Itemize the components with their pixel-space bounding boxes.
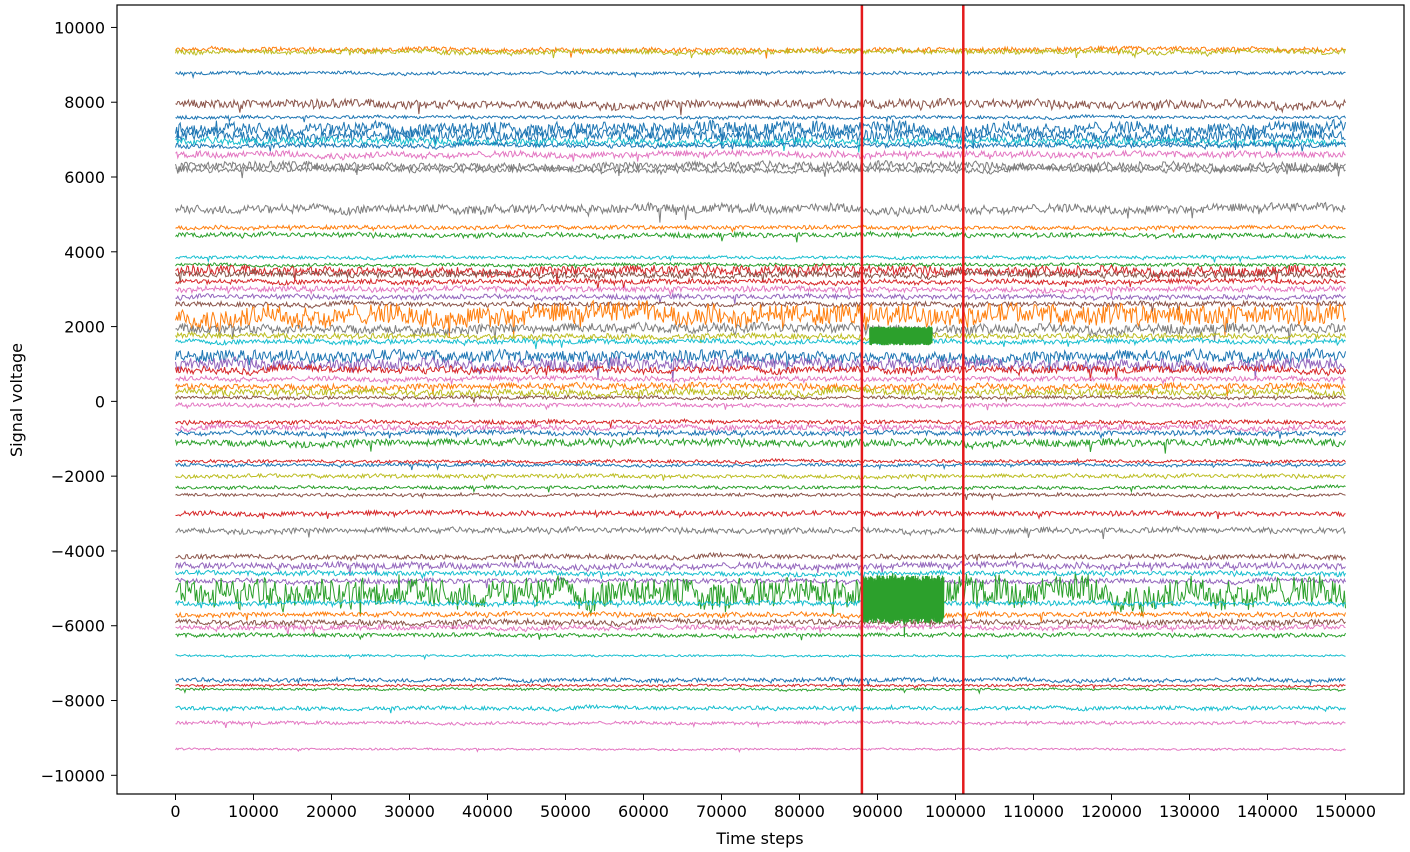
y-tick-label: 4000 [64, 243, 105, 262]
signal-series-2 [175, 47, 1346, 59]
signal-series-29 [175, 355, 1346, 383]
y-tick-label: −6000 [51, 617, 105, 636]
signal-series-26 [175, 330, 1346, 344]
signal-series-55 [175, 622, 1346, 636]
x-tick-label: 140000 [1237, 802, 1298, 821]
x-tick-label: 130000 [1159, 802, 1220, 821]
signal-series-11 [175, 159, 1346, 177]
y-axis-label: Signal voltage [7, 343, 26, 457]
signal-series-15 [175, 230, 1346, 243]
signal-series-52 [175, 598, 1346, 610]
y-tick-label: −4000 [51, 542, 105, 561]
x-tick-label: 90000 [852, 802, 903, 821]
signal-series-19 [175, 267, 1346, 284]
x-axis: 0 10000 20000 30000 40000 50000 60000 70000 8000… [170, 794, 1376, 821]
signal-series-56 [175, 631, 1346, 641]
signal-series-37 [175, 421, 1346, 437]
y-tick-label: 8000 [64, 93, 105, 112]
signal-series-53 [175, 609, 1346, 622]
x-tick-label: 120000 [1081, 802, 1142, 821]
x-tick-label: 60000 [618, 802, 669, 821]
signal-series-54 [175, 616, 1346, 630]
x-tick-label: 150000 [1315, 802, 1376, 821]
y-tick-label: −8000 [51, 692, 105, 711]
y-tick-label: 2000 [64, 318, 105, 337]
signal-series-17 [175, 261, 1346, 271]
x-tick-label: 100000 [925, 802, 986, 821]
marker-layer [860, 5, 965, 794]
x-axis-label: Time steps [715, 829, 803, 848]
signal-series-28 [175, 347, 1346, 372]
signal-series-12 [175, 163, 1346, 179]
signal-series-24 [175, 299, 1346, 339]
signal-series-3 [175, 69, 1346, 80]
x-tick-label: 50000 [540, 802, 591, 821]
y-tick-label: −2000 [51, 467, 105, 486]
signal-series-38 [175, 428, 1346, 440]
x-tick-label: 30000 [384, 802, 435, 821]
signal-burst-1 [861, 575, 945, 624]
signal-series-40 [175, 457, 1346, 468]
signal-series-30 [175, 363, 1346, 381]
signal-series-1 [175, 45, 1346, 59]
signal-series-33 [175, 385, 1346, 402]
signal-series-61 [175, 703, 1346, 714]
signal-series-27 [175, 336, 1346, 350]
plot-frame [116, 4, 1405, 795]
signal-series-31 [175, 374, 1346, 386]
signal-series-60 [175, 686, 1346, 695]
signal-series-51 [175, 573, 1346, 638]
signal-series-13 [175, 201, 1346, 223]
signal-series-10 [175, 148, 1346, 162]
y-tick-label: 10000 [54, 18, 105, 37]
x-tick-label: 20000 [306, 802, 357, 821]
signal-series-7 [175, 127, 1346, 151]
signal-series-16 [175, 254, 1346, 264]
signal-series-57 [175, 653, 1346, 661]
x-tick-label: 70000 [696, 802, 747, 821]
signal-series-14 [175, 223, 1346, 233]
signal-series-49 [175, 569, 1346, 580]
signal-series-63 [175, 747, 1346, 754]
signal-series-47 [175, 551, 1346, 563]
signal-series-50 [175, 575, 1346, 589]
x-tick-label: 40000 [462, 802, 513, 821]
y-axis: −10000 −8000 −6000 −4000 −2000 0 2000 4000 6000 8… [41, 18, 117, 785]
series-layer [175, 45, 1346, 754]
signal-series-9 [175, 140, 1346, 153]
signal-series-36 [175, 418, 1346, 429]
signal-series-46 [175, 525, 1346, 540]
y-tick-label: −10000 [41, 766, 105, 785]
signal-series-58 [175, 675, 1346, 687]
signal-series-59 [175, 683, 1346, 690]
signal-series-23 [175, 299, 1346, 312]
signal-series-4 [175, 97, 1346, 116]
y-tick-label: 0 [95, 392, 105, 411]
signal-series-25 [175, 321, 1346, 344]
signal-series-45 [175, 508, 1346, 520]
x-tick-label: 110000 [1003, 802, 1064, 821]
signal-series-39 [175, 436, 1346, 454]
signal-burst-2 [869, 326, 933, 346]
x-tick-label: 0 [170, 802, 180, 821]
signal-series-42 [175, 472, 1346, 482]
signal-series-44 [175, 491, 1346, 501]
signal-series-21 [175, 284, 1346, 297]
signal-series-20 [175, 276, 1346, 290]
signal-series-62 [175, 719, 1346, 729]
x-tick-label: 80000 [774, 802, 825, 821]
signal-series-5 [175, 113, 1346, 124]
signal-series-18 [175, 263, 1346, 284]
signal-series-43 [175, 484, 1346, 494]
signal-series-41 [175, 461, 1346, 471]
signal-series-22 [175, 292, 1346, 305]
x-tick-label: 10000 [228, 802, 279, 821]
y-tick-label: 6000 [64, 168, 105, 187]
signal-series-35 [175, 401, 1346, 411]
signal-series-48 [175, 559, 1346, 576]
signal-series-34 [175, 394, 1346, 404]
signal-series-8 [175, 134, 1346, 153]
